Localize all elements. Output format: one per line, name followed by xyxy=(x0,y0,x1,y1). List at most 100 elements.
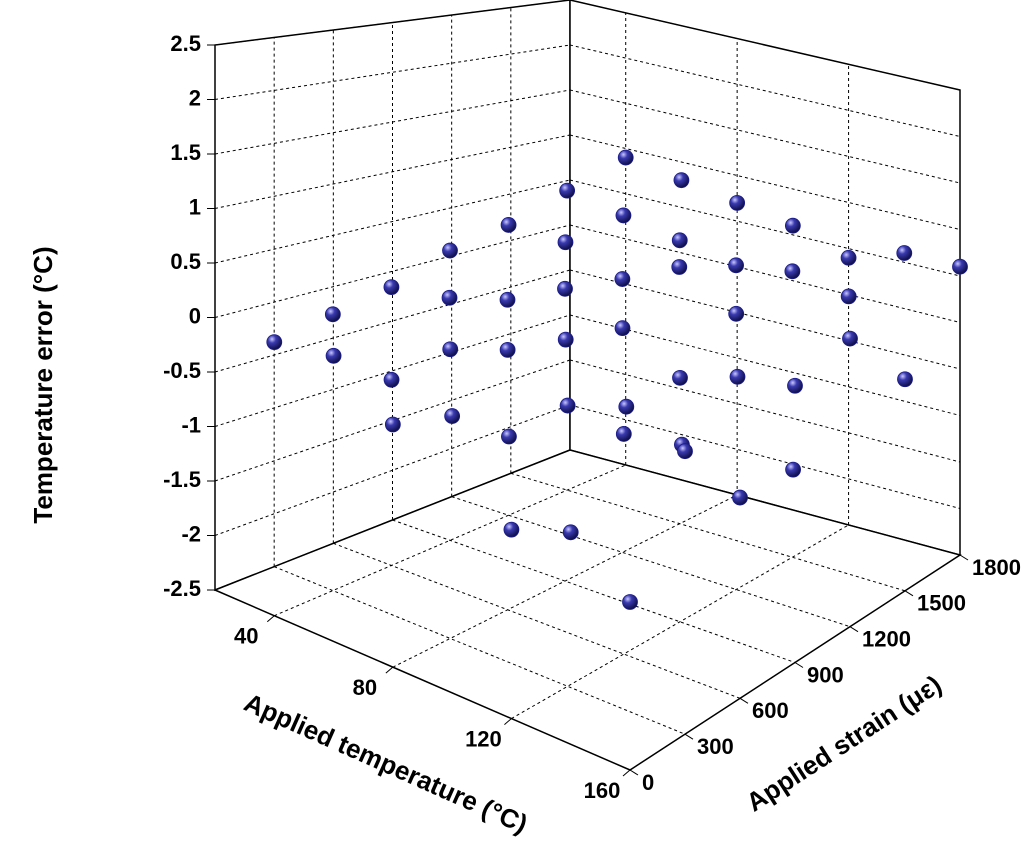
x-tick xyxy=(385,666,394,674)
z-tick-label: 2.5 xyxy=(170,31,201,56)
z-tick-label: 0.5 xyxy=(170,249,201,274)
point xyxy=(266,334,283,351)
grid-line xyxy=(214,179,571,264)
point xyxy=(324,306,341,323)
y-tick-label: 300 xyxy=(697,734,734,759)
point xyxy=(615,207,632,224)
grid-line xyxy=(392,494,738,668)
point xyxy=(499,291,516,308)
y-tick xyxy=(739,697,749,704)
point xyxy=(441,289,458,306)
z-tick-label: 1 xyxy=(189,194,201,219)
grid-line xyxy=(569,224,961,323)
grid-line xyxy=(273,566,686,735)
point xyxy=(622,594,638,610)
y-tick-label: 900 xyxy=(807,662,844,687)
point xyxy=(677,443,693,460)
point xyxy=(673,172,690,189)
y-tick xyxy=(629,769,639,776)
point xyxy=(503,521,520,538)
point xyxy=(728,257,744,274)
grid-line xyxy=(569,269,961,370)
point xyxy=(559,182,576,199)
z-tick-label: -0.5 xyxy=(163,358,201,383)
point xyxy=(614,320,631,337)
y-tick xyxy=(684,733,694,740)
point xyxy=(615,426,632,442)
point xyxy=(896,245,913,261)
point xyxy=(383,371,400,388)
point xyxy=(500,217,517,233)
grid-line xyxy=(569,179,961,277)
y-tick-label: 0 xyxy=(642,770,654,795)
point xyxy=(559,397,576,414)
x-tick-label: 120 xyxy=(465,726,502,751)
point xyxy=(784,217,801,234)
z-tick-label: 2 xyxy=(189,85,201,110)
point xyxy=(732,489,748,506)
x-tick-label: 160 xyxy=(584,778,621,803)
point xyxy=(557,234,574,251)
point xyxy=(384,416,401,433)
point xyxy=(557,331,574,348)
point xyxy=(952,258,968,275)
y-tick-label: 1800 xyxy=(972,555,1021,580)
grid-line xyxy=(569,89,961,184)
x-tick xyxy=(622,769,631,777)
y-tick-label: 600 xyxy=(752,698,789,723)
grid-line xyxy=(569,404,961,509)
grid-line xyxy=(451,496,851,628)
point xyxy=(729,368,746,385)
grid-line xyxy=(569,44,961,137)
x-tick-label: 40 xyxy=(234,624,258,649)
grid-line xyxy=(569,449,961,556)
point xyxy=(383,279,400,296)
point xyxy=(840,249,857,266)
point xyxy=(614,271,631,287)
y-tick-label: 1500 xyxy=(917,591,966,616)
y-tick xyxy=(959,554,969,561)
point xyxy=(840,288,857,305)
z-tick-label: -1.5 xyxy=(163,467,201,492)
y-axis-title: Applied strain (με) xyxy=(741,669,947,817)
grid-line xyxy=(333,542,741,699)
y-tick xyxy=(904,590,914,597)
point xyxy=(842,330,858,347)
walls xyxy=(213,0,962,771)
point xyxy=(785,461,801,478)
grid-line xyxy=(511,524,849,720)
grid-line xyxy=(274,464,626,617)
grid-line xyxy=(569,134,961,230)
point xyxy=(442,242,458,259)
y-tick xyxy=(849,626,859,633)
x-tick xyxy=(266,615,275,623)
point xyxy=(618,398,635,415)
z-axis-title: Temperature error (°C) xyxy=(28,246,58,523)
point xyxy=(442,341,459,358)
points xyxy=(266,149,968,610)
x-tick-label: 80 xyxy=(353,675,377,700)
z-tick-label: 0 xyxy=(189,303,201,328)
point xyxy=(671,232,688,249)
z-tick-label: 1.5 xyxy=(170,140,201,165)
grid-line xyxy=(569,0,961,91)
point xyxy=(729,194,746,211)
point xyxy=(562,524,579,541)
z-tick-label: -1 xyxy=(181,412,201,437)
point xyxy=(557,280,573,297)
point xyxy=(501,428,517,445)
y-tick-label: 1200 xyxy=(862,626,911,651)
grid-line xyxy=(510,472,906,592)
point xyxy=(672,369,688,386)
point xyxy=(325,347,342,364)
x-tick xyxy=(504,718,512,725)
point xyxy=(897,371,913,388)
grid-line xyxy=(569,359,961,463)
point xyxy=(787,377,803,394)
z-tick-label: -2 xyxy=(181,521,201,546)
point xyxy=(499,341,516,358)
x-axis-title: Applied temperature (°C) xyxy=(240,687,532,839)
grid-line xyxy=(569,314,961,416)
point xyxy=(728,305,745,322)
